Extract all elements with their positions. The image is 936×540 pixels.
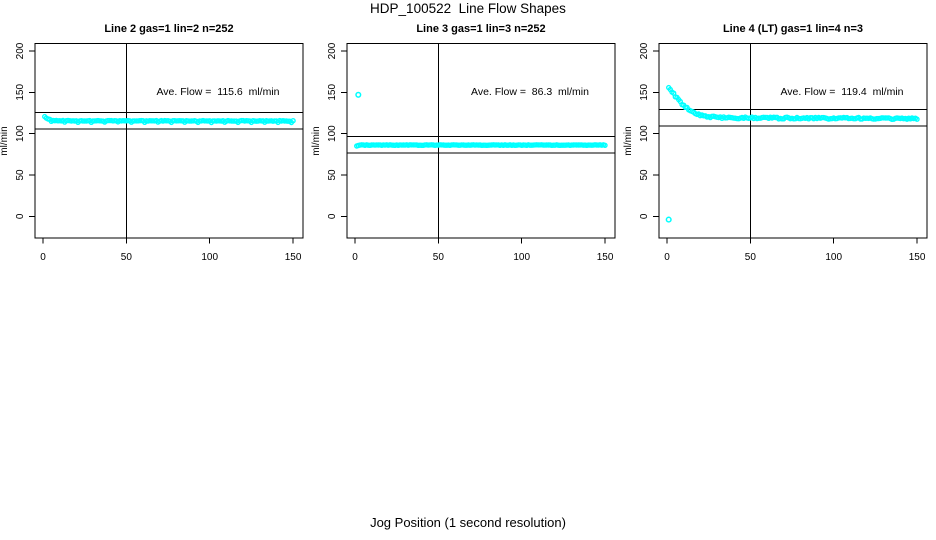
y-tick-label: 200 [15,42,26,59]
panel-3-title: Line 4 (LT) gas=1 lin=4 n=3 [722,23,864,35]
y-tick-label: 50 [327,169,338,181]
y-tick-label: 150 [15,84,26,101]
panel-3: 0 50 100 150 0 50 100 150 200 [639,42,928,263]
panel-box [346,43,616,239]
panel-2-y-axis-label: ml/min [311,126,322,156]
y-tick-label: 50 [15,169,26,181]
data-point [914,116,920,122]
y-tick-label: 200 [639,42,650,59]
panel-3-ave-flow-annotation: Ave. Flow = 119.4 ml/min [780,86,904,98]
y-tick-label: 0 [639,213,650,219]
panel-box [34,43,304,239]
y-tick-label: 150 [639,84,650,101]
y-tick-label: 200 [327,42,338,59]
outlier-point [355,91,362,98]
y-tick-label: 100 [327,125,338,142]
figure-title: HDP_100522 Line Flow Shapes [370,1,566,16]
x-axis-label: Jog Position (1 second resolution) [370,515,566,530]
y-tick-label: 0 [327,213,338,219]
y-tick-label: 50 [639,169,650,181]
y-tick-label: 100 [15,125,26,142]
x-tick-label: 150 [285,252,302,263]
x-tick-label: 0 [664,252,670,263]
panel-2-ave-flow-annotation: Ave. Flow = 86.3 ml/min [471,86,589,98]
x-tick-label: 0 [352,252,358,263]
panel-2: 0 50 100 150 0 50 100 150 200 [327,42,616,263]
outlier-point [665,216,672,223]
y-tick-label: 150 [327,84,338,101]
panel-3-y-axis-label: ml/min [623,126,634,156]
y-tick-label: 100 [639,125,650,142]
x-tick-label: 50 [433,252,445,263]
x-tick-label: 150 [909,252,926,263]
x-tick-label: 100 [513,252,530,263]
x-tick-label: 0 [40,252,46,263]
data-point [602,142,608,149]
y-tick-label: 0 [15,213,26,219]
panel-1-y-axis-label: ml/min [0,126,10,156]
panel-1-ave-flow-annotation: Ave. Flow = 115.6 ml/min [156,86,280,98]
panel-1-title: Line 2 gas=1 lin=2 n=252 [104,23,234,35]
x-tick-label: 150 [597,252,614,263]
panel-1: 0 50 100 150 0 50 100 150 200 [15,42,304,263]
panel-box [658,43,928,239]
x-tick-label: 100 [825,252,842,263]
panel-2-title: Line 3 gas=1 lin=3 n=252 [416,23,546,35]
x-tick-label: 50 [121,252,133,263]
data-point [290,117,296,124]
x-tick-label: 100 [201,252,218,263]
x-tick-label: 50 [745,252,757,263]
